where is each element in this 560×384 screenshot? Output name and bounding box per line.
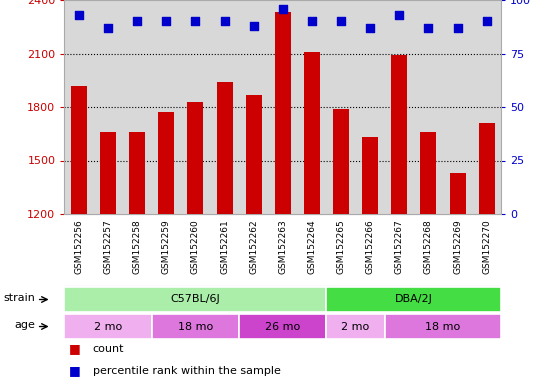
- Text: GSM152266: GSM152266: [366, 219, 375, 274]
- Point: [133, 18, 142, 25]
- Bar: [391, 55, 407, 214]
- Point: [366, 25, 375, 31]
- Text: GSM152256: GSM152256: [74, 219, 83, 274]
- Text: percentile rank within the sample: percentile rank within the sample: [93, 366, 281, 376]
- Point: [395, 12, 404, 18]
- Bar: [71, 86, 87, 214]
- Point: [249, 23, 258, 29]
- Bar: [239, 314, 326, 339]
- Text: 18 mo: 18 mo: [426, 321, 460, 331]
- Text: ■: ■: [69, 364, 81, 377]
- Bar: [326, 287, 501, 312]
- Bar: [385, 314, 501, 339]
- Bar: [100, 132, 116, 214]
- Point: [424, 25, 433, 31]
- Bar: [450, 173, 465, 214]
- Point: [307, 18, 316, 25]
- Point: [220, 18, 229, 25]
- Point: [104, 25, 113, 31]
- Bar: [64, 287, 326, 312]
- Point: [74, 12, 83, 18]
- Point: [453, 25, 462, 31]
- Text: ■: ■: [69, 342, 81, 355]
- Text: DBA/2J: DBA/2J: [395, 295, 433, 305]
- Point: [337, 18, 346, 25]
- Text: GSM152257: GSM152257: [104, 219, 113, 274]
- Text: 2 mo: 2 mo: [342, 321, 370, 331]
- Bar: [152, 314, 239, 339]
- Text: GSM152258: GSM152258: [133, 219, 142, 274]
- Text: GSM152261: GSM152261: [220, 219, 229, 274]
- Bar: [217, 82, 232, 214]
- Text: 2 mo: 2 mo: [94, 321, 122, 331]
- Text: GSM152270: GSM152270: [482, 219, 491, 274]
- Bar: [246, 94, 262, 214]
- Point: [162, 18, 171, 25]
- Text: GSM152265: GSM152265: [337, 219, 346, 274]
- Bar: [333, 109, 349, 214]
- Point: [278, 5, 287, 12]
- Bar: [421, 132, 436, 214]
- Text: C57BL/6J: C57BL/6J: [171, 295, 220, 305]
- Point: [482, 18, 491, 25]
- Text: GSM152260: GSM152260: [191, 219, 200, 274]
- Point: [191, 18, 200, 25]
- Text: GSM152268: GSM152268: [424, 219, 433, 274]
- Text: GSM152262: GSM152262: [249, 219, 258, 274]
- Text: count: count: [93, 344, 124, 354]
- Bar: [326, 314, 385, 339]
- Bar: [158, 113, 174, 214]
- Text: GSM152267: GSM152267: [395, 219, 404, 274]
- Text: 26 mo: 26 mo: [265, 321, 300, 331]
- Text: GSM152263: GSM152263: [278, 219, 287, 274]
- Bar: [129, 132, 145, 214]
- Bar: [304, 52, 320, 214]
- Text: strain: strain: [3, 293, 35, 303]
- Bar: [362, 137, 378, 214]
- Bar: [275, 13, 291, 214]
- Bar: [479, 123, 494, 214]
- Text: age: age: [15, 320, 35, 330]
- Text: GSM152269: GSM152269: [453, 219, 462, 274]
- Bar: [188, 102, 203, 214]
- Text: GSM152264: GSM152264: [307, 219, 316, 274]
- Text: GSM152259: GSM152259: [162, 219, 171, 274]
- Bar: [64, 314, 152, 339]
- Text: 18 mo: 18 mo: [178, 321, 213, 331]
